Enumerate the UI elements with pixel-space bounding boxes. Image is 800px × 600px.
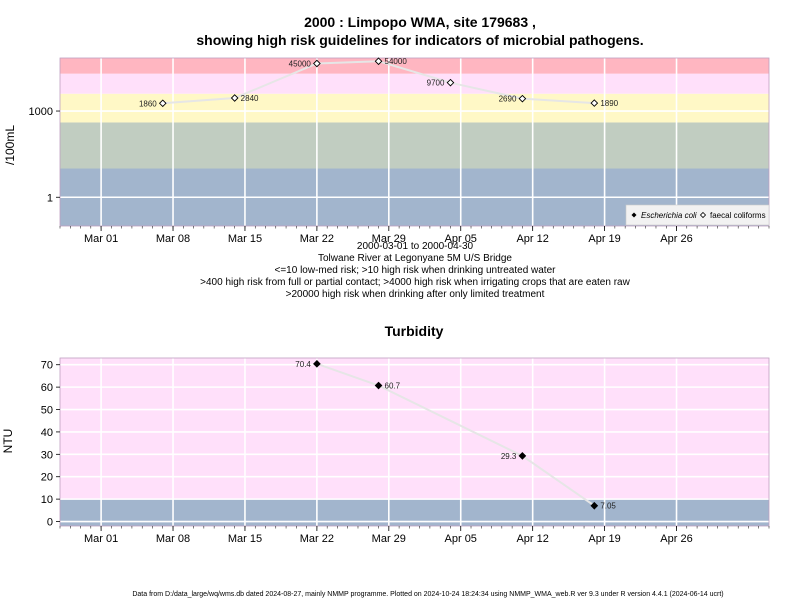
x-tick-label: Apr 12 xyxy=(516,233,548,245)
caption-line: >20000 high risk when drinking after onl… xyxy=(286,289,545,300)
y-axis-label-ntu: NTU xyxy=(1,429,15,454)
y-tick-label: 20 xyxy=(41,472,53,484)
x-tick-label: Mar 08 xyxy=(156,233,190,245)
data-point xyxy=(374,57,383,66)
caption-line: >400 high risk from full or partial cont… xyxy=(200,277,630,288)
x-tick-label: Mar 15 xyxy=(228,533,262,545)
turbidity-chart: Turbidity 0 10 20 30 40 50 60 70 Mar 01 Mar 08 Mar… xyxy=(1,323,770,545)
data-point xyxy=(230,94,239,102)
y-tick-label: 0 xyxy=(47,517,53,529)
plot-frame xyxy=(59,357,770,527)
legend-marker-open-diamond xyxy=(699,211,707,219)
data-point xyxy=(590,501,599,510)
legend-marker-filled-diamond xyxy=(631,212,637,218)
x-tick-label: Mar 22 xyxy=(300,533,334,545)
y-tick-label: 60 xyxy=(41,382,53,394)
data-point xyxy=(518,452,527,460)
legend: Escherichia coli faecal coliforms xyxy=(625,204,770,226)
turbidity-title: Turbidity xyxy=(385,323,444,339)
data-label: 2840 xyxy=(241,94,259,103)
chart-title-line1: 2000 : Limpopo WMA, site 179683 , xyxy=(304,14,536,30)
x-tick-label: Apr 05 xyxy=(445,533,477,545)
x-tick-label: Apr 26 xyxy=(660,533,692,545)
risk-band xyxy=(60,73,769,94)
data-label: 54000 xyxy=(385,57,408,66)
risk-band xyxy=(60,58,769,74)
data-label: 7.05 xyxy=(600,502,616,511)
x-tick-label: Apr 19 xyxy=(588,533,620,545)
microbial-chart: 2000 : Limpopo WMA, site 179683 , showin… xyxy=(3,14,770,300)
x-tick-label: Apr 12 xyxy=(516,533,548,545)
chart-title-line2: showing high risk guidelines for indicat… xyxy=(196,32,643,48)
y-tick-label: 30 xyxy=(41,449,53,461)
y-tick-label: 10 xyxy=(41,494,53,506)
data-point xyxy=(374,381,383,390)
x-tick-label: Mar 08 xyxy=(156,533,190,545)
x-tick-label: Apr 26 xyxy=(660,233,692,245)
data-label: 29.3 xyxy=(501,452,517,461)
caption-line: Tolwane River at Legonyane 5M U/S Bridge xyxy=(318,253,512,264)
data-label: 2690 xyxy=(499,95,517,104)
series-line xyxy=(316,362,595,507)
legend-box xyxy=(625,204,770,226)
x-tick-label: Mar 01 xyxy=(84,533,118,545)
data-label: 1890 xyxy=(600,99,618,108)
x-tick-label: Mar 22 xyxy=(300,233,334,245)
x-tick-label: Mar 29 xyxy=(372,233,406,245)
legend-label-faecal-coliforms: faecal coliforms xyxy=(710,211,766,220)
risk-band xyxy=(60,122,769,169)
data-point xyxy=(313,359,321,368)
x-tick-label: Mar 15 xyxy=(228,233,262,245)
risk-band xyxy=(60,93,769,123)
caption-line: 2000-03-01 to 2000-04-30 xyxy=(357,241,474,252)
y-axis-label: /100mL xyxy=(3,125,17,165)
legend-label-escherichia-coli: Escherichia coli xyxy=(641,211,697,220)
footer-note: Data from D:/data_large/wq/wms.db dated … xyxy=(132,591,723,598)
x-tick-label: Apr 19 xyxy=(588,233,620,245)
microbial-plot-area: 1 1000 Mar 01 Mar 08 Mar 15 Mar 22 Mar 29 Apr 0… xyxy=(29,57,770,245)
x-tick-label: Mar 29 xyxy=(372,533,406,545)
data-point xyxy=(518,94,527,103)
x-tick-label: Mar 01 xyxy=(84,233,118,245)
data-label: 70.4 xyxy=(295,360,311,369)
data-label: 9700 xyxy=(427,79,445,88)
data-label: 1860 xyxy=(139,99,157,108)
data-label: 45000 xyxy=(289,60,312,69)
x-tick-label: Apr 05 xyxy=(445,233,477,245)
y-tick-label: 1000 xyxy=(29,106,53,118)
y-tick-label: 1 xyxy=(47,192,53,204)
data-point xyxy=(158,99,167,108)
caption-line: <=10 low-med risk; >10 high risk when dr… xyxy=(275,265,557,276)
y-tick-label: 70 xyxy=(41,360,53,372)
data-point xyxy=(590,99,599,107)
data-label: 60.7 xyxy=(385,382,401,391)
y-tick-label: 40 xyxy=(41,427,53,439)
turbidity-plot-area: 0 10 20 30 40 50 60 70 Mar 01 Mar 08 Mar 15 Mar 22 M… xyxy=(41,357,770,545)
microbial-caption: 2000-03-01 to 2000-04-30 Tolwane River a… xyxy=(200,241,630,300)
risk-band xyxy=(60,358,769,500)
data-point xyxy=(313,59,321,68)
data-point xyxy=(446,78,455,87)
plot-frame xyxy=(59,57,770,227)
y-tick-label: 50 xyxy=(41,405,53,417)
